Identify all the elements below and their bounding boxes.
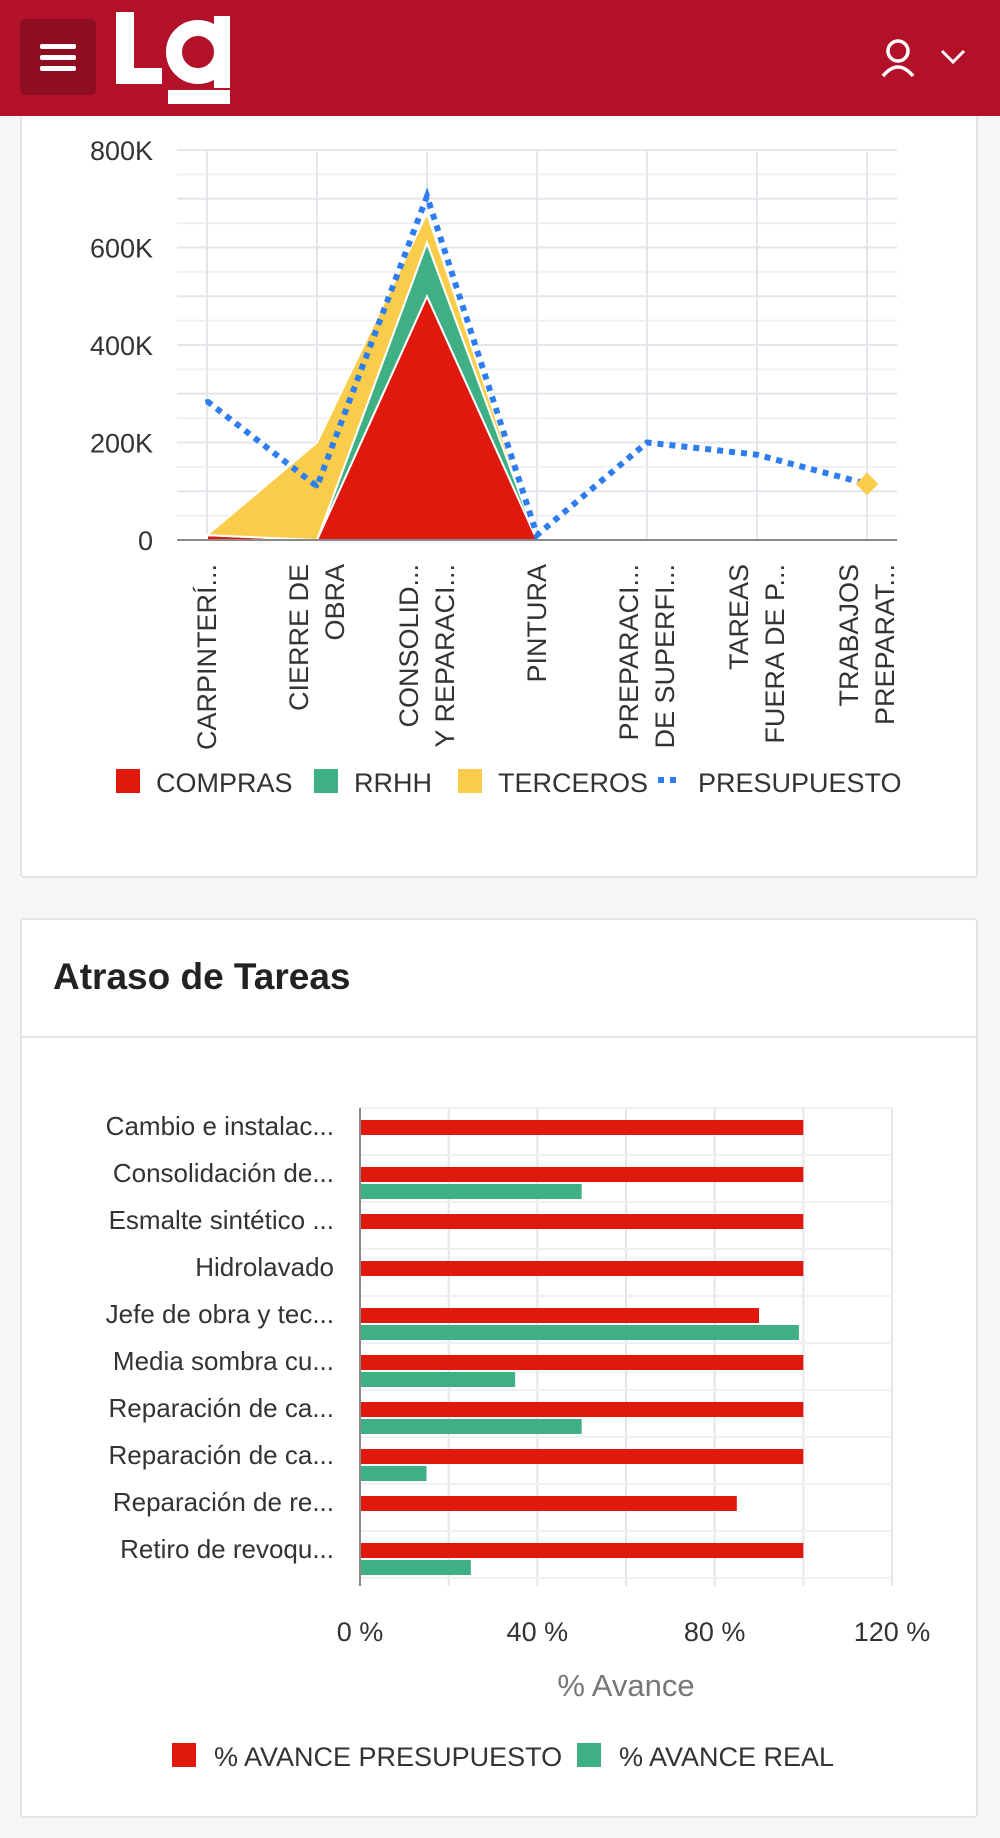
legend-label: COMPRAS [156,768,293,798]
x-tick-label-line: TRABAJOS [834,564,864,707]
user-icon[interactable] [880,38,916,78]
category-label: Reparación de re... [113,1487,334,1517]
hamburger-icon [40,44,76,49]
hamburger-icon-bar [40,66,76,71]
point-marker [855,472,879,496]
delay-bar-chart: Cambio e instalac... Consolidación de... E… [106,1107,931,1772]
budget-point [755,452,759,457]
category-label: Hidrolavado [195,1252,334,1282]
cost-area-chart: 0 200K 400K 600K 800K CARPINTERÍ... CIERRE DE O… [90,136,902,798]
x-tick-label-line: FUERA DE P... [760,564,790,744]
y-tick-label: 200K [90,429,153,459]
menu-toggle-button[interactable] [20,19,96,95]
x-axis-title: % Avance [557,1668,694,1703]
category-label: Retiro de revoqu... [120,1534,334,1564]
bar-presupuesto [361,1308,759,1323]
budget-point [425,194,429,199]
legend-label: TERCEROS [498,768,648,798]
card-divider [22,1036,976,1038]
bar-presupuesto [361,1449,804,1464]
bar-real [361,1466,427,1481]
x-tick-label-line: OBRA [320,564,350,641]
y-tick-label: 0 [138,526,153,556]
top-navbar [0,0,1000,116]
category-label: Cambio e instalac... [106,1111,334,1141]
legend-swatch [314,769,338,793]
x-tick-label: PINTURA [522,564,552,683]
x-tick-label: 40 % [507,1617,569,1647]
x-tick-label: PREPARACI... DE SUPERFI... [614,564,680,749]
y-tick-label: 400K [90,331,153,361]
x-tick-label: CONSOLID... Y REPARACI... [394,564,460,748]
hamburger-icon-bar [40,55,76,60]
bar-real [361,1560,471,1575]
x-tick-label-line: PREPARAT... [870,564,900,725]
legend-label: % AVANCE PRESUPUESTO [214,1742,562,1772]
legend-swatch [577,1743,601,1767]
delay-chart-card: Atraso de Tareas Cambio e instalac... Con… [20,918,978,1818]
category-label: Consolidación de... [113,1158,334,1188]
bar-real [361,1184,582,1199]
bar-presupuesto [361,1543,804,1558]
x-tick-label-line: CIERRE DE [284,564,314,711]
logo [116,12,230,104]
x-tick-label-line: DE SUPERFI... [650,564,680,749]
budget-point [535,533,539,538]
x-tick-label-line: CONSOLID... [394,564,424,728]
legend-swatch [116,769,140,793]
x-tick-label-line: PINTURA [522,564,552,683]
category-label: Media sombra cu... [113,1346,334,1376]
x-tick-label: TRABAJOS PREPARAT... [834,564,900,725]
budget-point [315,484,319,489]
x-tick-label-line: CARPINTERÍ... [192,564,222,750]
cost-chart-card: 0 200K 400K 600K 800K CARPINTERÍ... CIERRE DE O… [20,90,978,878]
bar-presupuesto [361,1402,804,1417]
bar-presupuesto [361,1214,804,1229]
budget-point [205,399,209,404]
category-label: Jefe de obra y tec... [106,1299,334,1329]
budget-point [645,440,649,445]
bar-presupuesto [361,1120,804,1135]
x-tick-label: CIERRE DE OBRA [284,564,350,711]
category-label: Reparación de ca... [109,1440,334,1470]
bar-presupuesto [361,1167,804,1182]
legend-label: % AVANCE REAL [619,1742,834,1772]
x-tick-label: 120 % [854,1617,931,1647]
x-tick-label-line: PREPARACI... [614,564,644,741]
y-tick-label: 800K [90,136,153,166]
bar-presupuesto [361,1496,737,1511]
chevron-down-icon[interactable] [940,48,966,66]
y-tick-label: 600K [90,234,153,264]
x-tick-label-line: Y REPARACI... [430,564,460,748]
bar-real [361,1372,516,1387]
bar-presupuesto [361,1261,804,1276]
category-label: Esmalte sintético ... [109,1205,334,1235]
category-label: Reparación de ca... [109,1393,334,1423]
legend-swatch [172,1743,196,1767]
card-title: Atraso de Tareas [53,956,351,997]
legend-swatch [458,769,482,793]
x-tick-label: 80 % [684,1617,746,1647]
x-tick-label: 0 % [337,1617,384,1647]
x-tick-label: CARPINTERÍ... [192,564,222,750]
bar-presupuesto [361,1355,804,1370]
x-tick-label: TAREAS FUERA DE P... [724,564,790,744]
legend-label: PRESUPUESTO [698,768,902,798]
bar-real [361,1325,799,1340]
x-tick-label-line: TAREAS [724,564,754,670]
bar-real [361,1419,582,1434]
area-series [204,210,867,542]
legend-label: RRHH [354,768,432,798]
